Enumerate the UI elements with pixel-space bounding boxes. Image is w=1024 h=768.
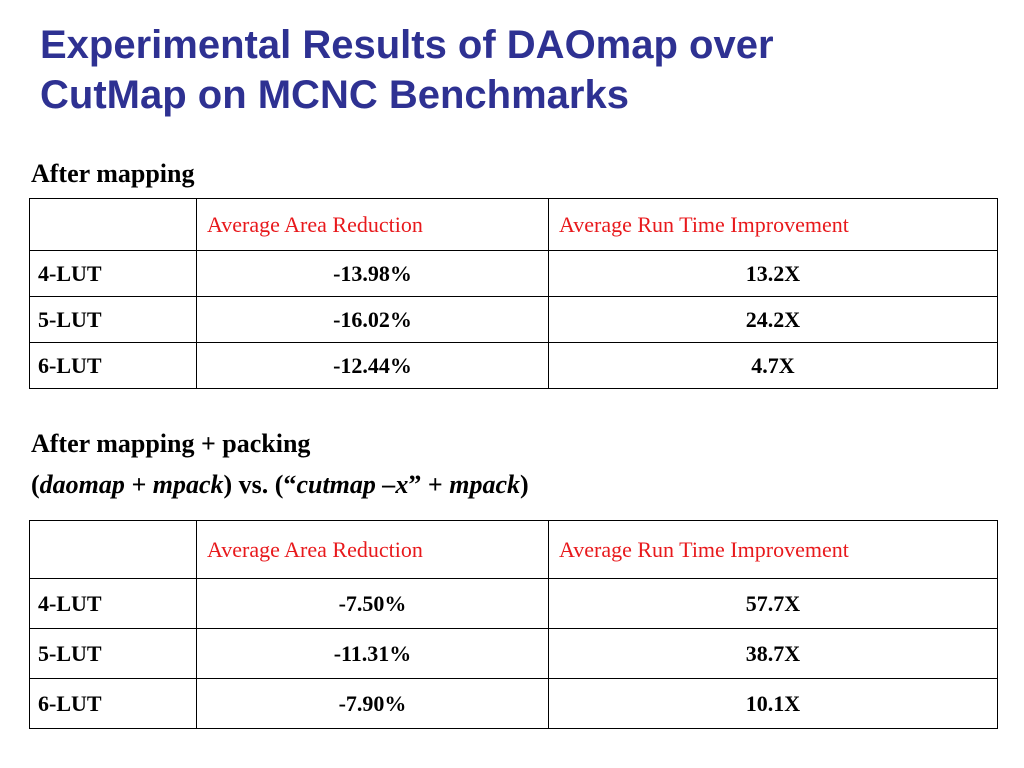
table-row: 4-LUT -7.50% 57.7X [29,578,998,629]
slide-title: Experimental Results of DAOmap over CutM… [40,20,1000,120]
lut-cell: 4-LUT [29,578,197,629]
results-table-mapping: Average Area Reduction Average Run Time … [29,198,998,389]
header-cell-runtime-improvement: Average Run Time Improvement [548,198,998,251]
section2-heading: After mapping + packing [31,429,311,458]
runtime-improvement-cell: 57.7X [548,578,998,629]
runtime-improvement-cell: 10.1X [548,678,998,729]
subheading-daomap: daomap [39,470,125,499]
table-row: 6-LUT -7.90% 10.1X [29,678,998,729]
runtime-improvement-cell: 24.2X [548,296,998,343]
slide-title-line1: Experimental Results of DAOmap over [40,23,774,67]
subheading-open-paren: ( [31,470,40,499]
table-header-row: Average Area Reduction Average Run Time … [29,198,998,251]
table-row: 5-LUT -16.02% 24.2X [29,296,998,343]
subheading-mpack: mpack [152,470,224,499]
table-header-row: Average Area Reduction Average Run Time … [29,520,998,579]
runtime-improvement-cell: 4.7X [548,342,998,389]
section2-subheading: (daomap + mpack) vs. (“cutmap –x” + mpac… [31,468,529,502]
slide-title-line2: CutMap on MCNC Benchmarks [40,73,629,117]
lut-cell: 6-LUT [29,678,197,729]
subheading-mpack: mpack [449,470,520,499]
table-row: 5-LUT -11.31% 38.7X [29,628,998,679]
area-reduction-cell: -11.31% [196,628,549,679]
header-cell-area-reduction: Average Area Reduction [196,520,549,579]
lut-cell: 6-LUT [29,342,197,389]
lut-cell: 5-LUT [29,296,197,343]
area-reduction-cell: -7.50% [196,578,549,629]
subheading-plus: + [124,470,153,499]
subheading-close-paren: ) [519,470,529,499]
results-table-mapping-packing: Average Area Reduction Average Run Time … [29,520,998,729]
table-row: 6-LUT -12.44% 4.7X [29,342,998,389]
header-cell-area-reduction: Average Area Reduction [196,198,549,251]
header-cell-empty [29,520,197,579]
subheading-cutmap: cutmap –x [296,470,409,499]
area-reduction-cell: -7.90% [196,678,549,729]
subheading-quote-plus: ” + [408,470,450,499]
header-cell-runtime-improvement: Average Run Time Improvement [548,520,998,579]
section1-heading: After mapping [31,159,195,188]
area-reduction-cell: -13.98% [196,250,549,297]
runtime-improvement-cell: 38.7X [548,628,998,679]
runtime-improvement-cell: 13.2X [548,250,998,297]
lut-cell: 5-LUT [29,628,197,679]
subheading-vs: ) vs. (“ [223,470,297,499]
area-reduction-cell: -16.02% [196,296,549,343]
area-reduction-cell: -12.44% [196,342,549,389]
table-row: 4-LUT -13.98% 13.2X [29,250,998,297]
header-cell-empty [29,198,197,251]
lut-cell: 4-LUT [29,250,197,297]
